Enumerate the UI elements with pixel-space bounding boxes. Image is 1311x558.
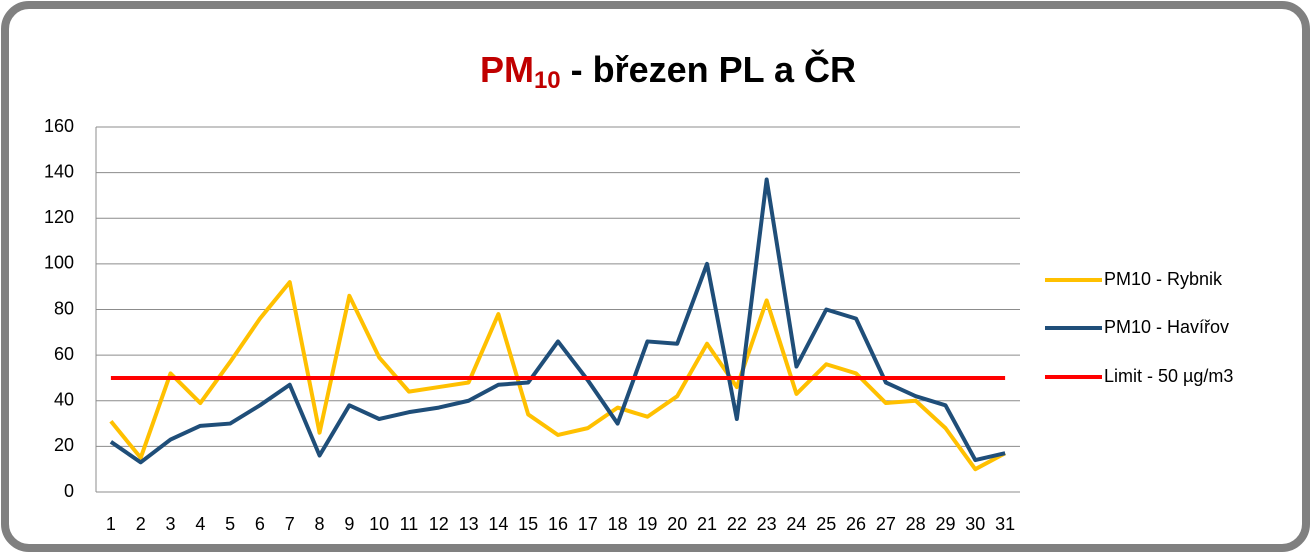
x-tick-label: 7 xyxy=(285,514,295,534)
y-tick-label: 40 xyxy=(54,390,74,410)
x-tick-label: 15 xyxy=(518,514,538,534)
x-tick-label: 23 xyxy=(757,514,777,534)
series-line xyxy=(109,177,1006,465)
y-tick-label: 120 xyxy=(44,207,74,227)
x-tick-label: 21 xyxy=(697,514,717,534)
x-tick-label: 16 xyxy=(548,514,568,534)
legend-label: PM10 - Rybnik xyxy=(1104,269,1223,289)
x-tick-label: 20 xyxy=(667,514,687,534)
x-tick-label: 19 xyxy=(637,514,657,534)
x-tick-label: 3 xyxy=(166,514,176,534)
x-tick-label: 30 xyxy=(965,514,985,534)
legend-label: Limit - 50 µg/m3 xyxy=(1104,366,1233,386)
x-tick-label: 14 xyxy=(488,514,508,534)
x-tick-label: 29 xyxy=(935,514,955,534)
y-tick-label: 60 xyxy=(54,344,74,364)
x-tick-label: 6 xyxy=(255,514,265,534)
x-tick-label: 31 xyxy=(995,514,1015,534)
x-tick-label: 18 xyxy=(608,514,628,534)
x-tick-label: 8 xyxy=(315,514,325,534)
title-subscript: 10 xyxy=(534,67,561,94)
x-tick-label: 28 xyxy=(906,514,926,534)
legend-label: PM10 - Havířov xyxy=(1104,317,1229,337)
x-tick-label: 5 xyxy=(225,514,235,534)
x-tick-label: 24 xyxy=(786,514,806,534)
title-part: PM xyxy=(480,49,534,90)
chart-title: PM10 - březen PL a ČR xyxy=(480,48,856,95)
x-tick-label: 2 xyxy=(136,514,146,534)
series-line xyxy=(109,280,1007,472)
x-tick-label: 4 xyxy=(195,514,205,534)
x-tick-label: 1 xyxy=(106,514,116,534)
x-tick-label: 26 xyxy=(846,514,866,534)
title-part: - březen PL a ČR xyxy=(561,48,856,90)
x-tick-label: 12 xyxy=(429,514,449,534)
y-tick-label: 160 xyxy=(44,116,74,136)
x-tick-label: 10 xyxy=(369,514,389,534)
x-tick-label: 27 xyxy=(876,514,896,534)
y-tick-label: 0 xyxy=(64,481,74,501)
y-tick-label: 100 xyxy=(44,253,74,273)
x-tick-label: 22 xyxy=(727,514,747,534)
y-tick-label: 20 xyxy=(54,435,74,455)
x-tick-label: 13 xyxy=(459,514,479,534)
x-tick-label: 17 xyxy=(578,514,598,534)
x-tick-label: 11 xyxy=(400,514,419,534)
y-tick-label: 80 xyxy=(54,298,74,318)
y-tick-label: 140 xyxy=(44,161,74,181)
x-tick-label: 9 xyxy=(344,514,354,534)
x-tick-label: 25 xyxy=(816,514,836,534)
